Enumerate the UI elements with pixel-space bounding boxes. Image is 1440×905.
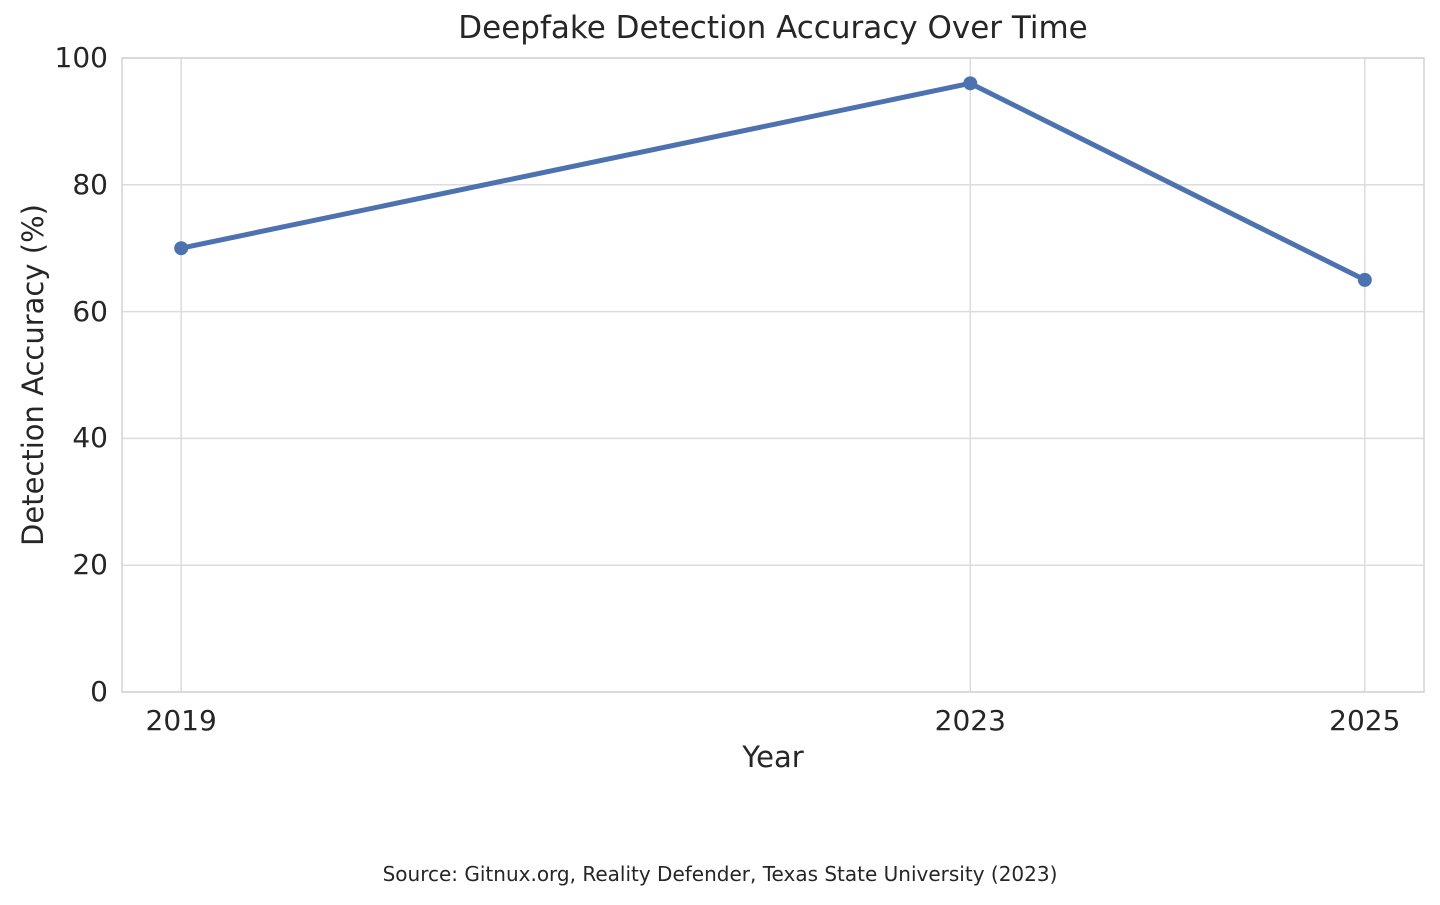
data-point-marker	[963, 76, 978, 91]
y-tick-label: 100	[54, 41, 108, 74]
plot-border	[121, 57, 1425, 693]
x-tick-label: 2025	[1329, 704, 1401, 737]
y-tick-label: 60	[72, 294, 108, 328]
x-tick-label: 2023	[934, 704, 1006, 737]
y-tick-label: 20	[72, 548, 108, 582]
source-attribution: Source: Gitnux.org, Reality Defender, Te…	[382, 862, 1058, 886]
data-point-marker	[174, 241, 189, 256]
data-point-marker	[1357, 272, 1372, 287]
y-tick-label: 0	[90, 675, 108, 708]
chart-title: Deepfake Detection Accuracy Over Time	[458, 10, 1088, 46]
y-axis-label-text: Detection Accuracy (%)	[16, 204, 50, 546]
x-axis-label: Year	[742, 740, 804, 774]
y-tick-label: 40	[72, 421, 108, 455]
y-tick-label: 80	[72, 167, 108, 201]
x-tick-label: 2019	[145, 704, 217, 737]
data-line	[178, 80, 1368, 283]
